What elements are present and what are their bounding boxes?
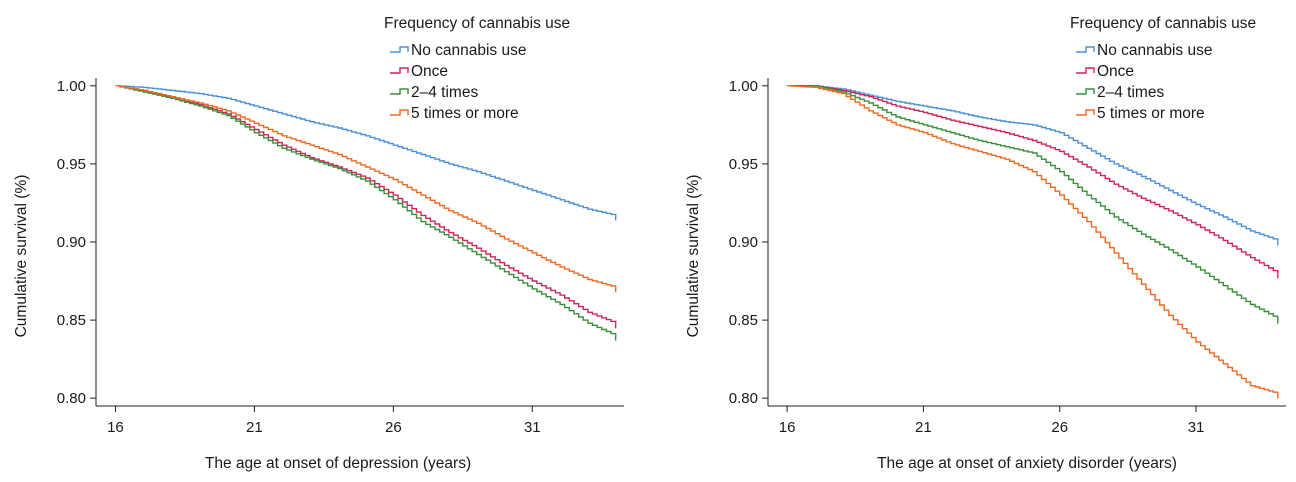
chart-0-legend-swatch-0 — [390, 46, 409, 53]
chart-1-x-tick-label: 16 — [779, 419, 796, 436]
anxiety-survival-chart: 0.80 0.85 0.90 0.95 1.00 16 21 26 31 The age at o… — [648, 0, 1296, 477]
chart-0-series-line-0 — [115, 85, 617, 216]
chart-1-y-tick-label: 0.80 — [729, 390, 758, 407]
anxiety-survival-plot: 0.80 0.85 0.90 0.95 1.00 16 21 26 31 The age at o… — [685, 15, 1286, 472]
chart-1-legend-label-2: 2–4 times — [1097, 84, 1164, 101]
chart-0-x-tick-label: 26 — [385, 419, 402, 436]
chart-0-x-tick-label: 16 — [107, 419, 124, 436]
chart-0-y-tick-label: 0.95 — [57, 156, 86, 173]
chart-1-y-axis-label: Cumulative survival (%) — [685, 175, 702, 338]
chart-0-legend-label-0: No cannabis use — [411, 42, 526, 59]
chart-0-legend-title: Frequency of cannabis use — [384, 15, 570, 32]
chart-1-x-tick-label: 21 — [915, 419, 932, 436]
chart-0-y-tick-label: 1.00 — [57, 78, 86, 95]
chart-0-legend-label-1: Once — [411, 63, 448, 80]
chart-1-series-line-0 — [787, 85, 1279, 241]
chart-0-y-axis-label: Cumulative survival (%) — [13, 175, 30, 338]
chart-0-legend-label-2: 2–4 times — [411, 84, 478, 101]
chart-1-series-line-2 — [787, 85, 1279, 319]
chart-1-series-line-1 — [787, 85, 1279, 274]
chart-0-y-tick-label: 0.85 — [57, 312, 86, 329]
chart-1-legend-label-1: Once — [1097, 63, 1134, 80]
chart-0-series-line-2 — [115, 85, 617, 336]
depression-survival-chart: 0.80 0.85 0.90 0.95 1.00 16 21 26 31 The age at o… — [0, 0, 648, 477]
chart-0-legend-swatch-3 — [390, 109, 409, 116]
chart-1-series-line-3 — [787, 85, 1279, 394]
chart-1-legend-label-0: No cannabis use — [1097, 42, 1212, 59]
chart-0-legend-label-3: 5 times or more — [411, 105, 519, 122]
chart-1-legend-swatch-3 — [1076, 109, 1095, 116]
chart-0-legend-swatch-2 — [390, 88, 409, 95]
chart-0-y-tick-label: 0.90 — [57, 234, 86, 251]
chart-0-x-axis-label: The age at onset of depression (years) — [205, 455, 471, 472]
chart-0-x-tick-label: 21 — [246, 419, 263, 436]
chart-0-x-tick-label: 31 — [524, 419, 541, 436]
chart-1-y-tick-label: 0.95 — [729, 156, 758, 173]
chart-1-y-tick-label: 1.00 — [729, 78, 758, 95]
chart-1-x-axis-label: The age at onset of anxiety disorder (ye… — [877, 455, 1177, 472]
chart-0-series-line-1 — [115, 85, 617, 324]
chart-1-y-tick-label: 0.90 — [729, 234, 758, 251]
chart-1-legend-label-3: 5 times or more — [1097, 105, 1205, 122]
chart-0-y-tick-label: 0.80 — [57, 390, 86, 407]
chart-1-legend-swatch-0 — [1076, 46, 1095, 53]
chart-1-legend-swatch-1 — [1076, 67, 1095, 74]
chart-1-y-tick-label: 0.85 — [729, 312, 758, 329]
chart-0-legend-swatch-1 — [390, 67, 409, 74]
chart-1-legend-title: Frequency of cannabis use — [1070, 15, 1256, 32]
depression-survival-plot: 0.80 0.85 0.90 0.95 1.00 16 21 26 31 The age at o… — [13, 15, 624, 472]
chart-1-x-tick-label: 31 — [1188, 419, 1205, 436]
chart-1-x-tick-label: 26 — [1051, 419, 1068, 436]
chart-1-legend-swatch-2 — [1076, 88, 1095, 95]
chart-0-series-line-3 — [115, 85, 617, 288]
